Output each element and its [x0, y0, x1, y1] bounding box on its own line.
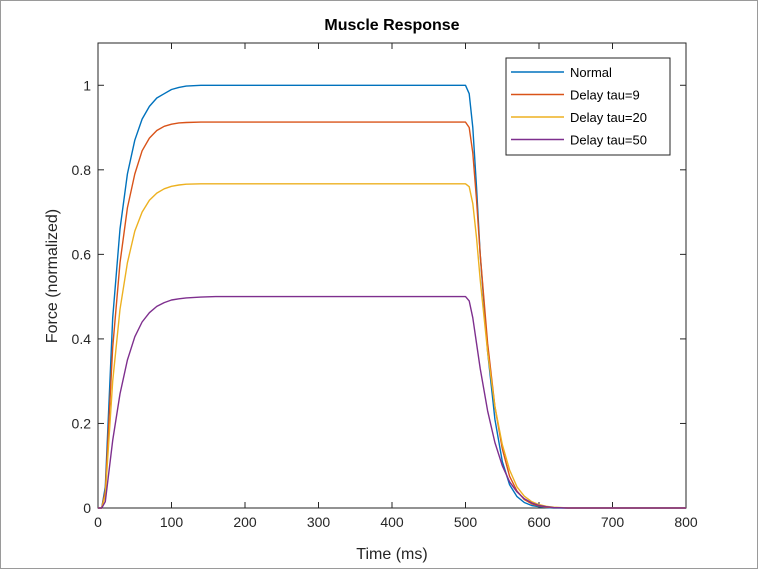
x-tick-label: 200 [233, 514, 257, 530]
series-line-delay-tau-9 [98, 121, 686, 509]
series-line-delay-tau-50 [98, 295, 686, 509]
legend-label: Normal [570, 65, 612, 80]
y-tick-label: 1 [83, 77, 91, 93]
x-tick-label: 400 [380, 514, 404, 530]
chart-title: Muscle Response [324, 17, 459, 34]
legend-label: Delay tau=20 [570, 110, 647, 125]
x-tick-label: 700 [601, 514, 625, 530]
x-tick-label: 500 [454, 514, 478, 530]
legend-label: Delay tau=9 [570, 88, 640, 103]
legend: Normal Delay tau=9 Delay tau=20 Delay tau=5… [505, 57, 671, 156]
plot-area: 0 100 200 300 400 500 600 700 800 0 0.2 0.4 0.6 0.8 1 N… [72, 42, 698, 530]
x-axis-label: Time (ms) [356, 546, 427, 563]
y-tick-label: 0.4 [72, 331, 92, 347]
y-tick-label: 0 [83, 500, 91, 516]
y-axis-label: Force (normalized) [44, 209, 61, 343]
x-tick-label: 800 [674, 514, 698, 530]
legend-label: Delay tau=50 [570, 133, 647, 148]
series-line-delay-tau-20 [98, 183, 686, 509]
series-line-normal [98, 84, 686, 509]
y-tick-label: 0.8 [72, 162, 92, 178]
y-tick-label: 0.6 [72, 246, 92, 262]
x-tick-label: 600 [527, 514, 551, 530]
y-tick-label: 0.2 [72, 415, 92, 431]
x-tick-label: 0 [94, 514, 102, 530]
x-tick-label: 100 [160, 514, 184, 530]
x-tick-label: 300 [307, 514, 331, 530]
